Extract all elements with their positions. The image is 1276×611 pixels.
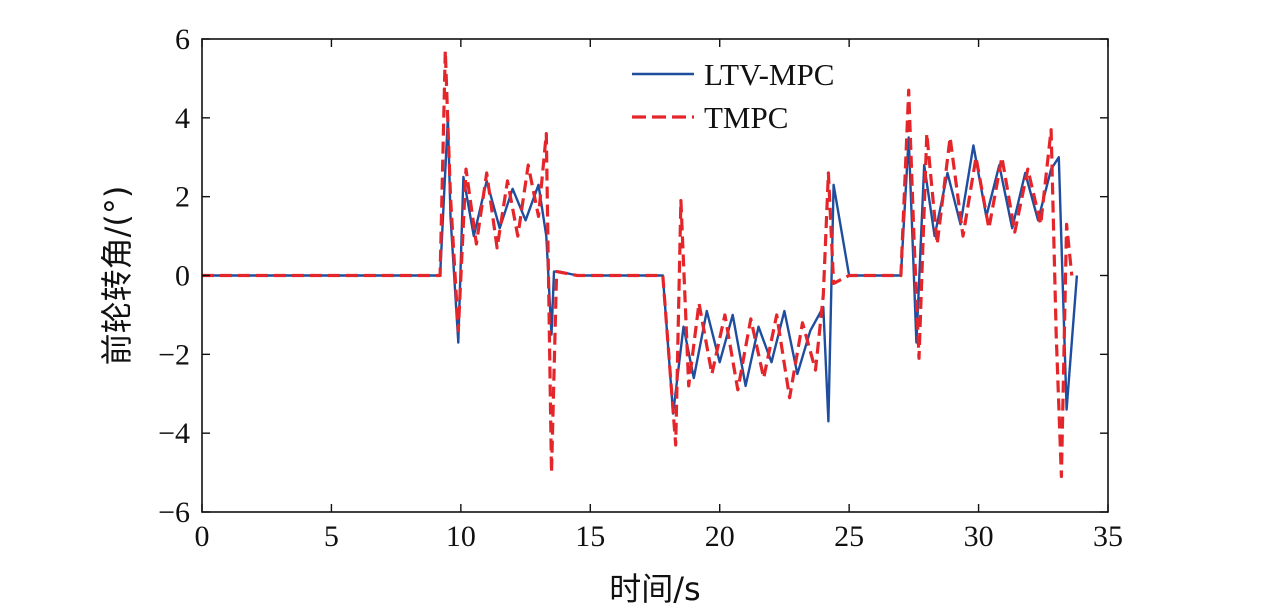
x-tick-label: 10 (446, 520, 476, 553)
y-tick-label: 0 (175, 260, 190, 293)
y-tick-label: 6 (175, 23, 190, 56)
x-tick-label: 35 (1093, 520, 1123, 553)
legend: LTV-MPC TMPC (632, 57, 834, 135)
series-lines (202, 49, 1079, 479)
y-tick-label: 2 (175, 181, 190, 214)
x-tick-label: 0 (195, 520, 210, 553)
series-line-ltv-mpc (202, 116, 1079, 423)
y-tick-label: −6 (158, 496, 190, 529)
x-tick-label: 20 (705, 520, 735, 553)
legend-label: TMPC (704, 100, 788, 135)
tick-labels: 0 5 10 15 20 25 30 35 −6 −4 −2 0 2 4 6 (158, 23, 1123, 553)
y-tick-label: −2 (158, 338, 190, 371)
x-tick-label: 15 (575, 520, 605, 553)
y-axis-title: 前轮转角/(°) (98, 186, 136, 366)
x-tick-label: 5 (324, 520, 339, 553)
x-tick-label: 25 (834, 520, 864, 553)
y-tick-label: −4 (158, 417, 190, 450)
y-tick-label: 4 (175, 102, 190, 135)
legend-label: LTV-MPC (704, 57, 834, 92)
x-tick-label: 30 (964, 520, 994, 553)
axes (201, 38, 1109, 513)
x-axis-title: 时间/s (609, 570, 700, 608)
series-line-tmpc (202, 49, 1074, 479)
